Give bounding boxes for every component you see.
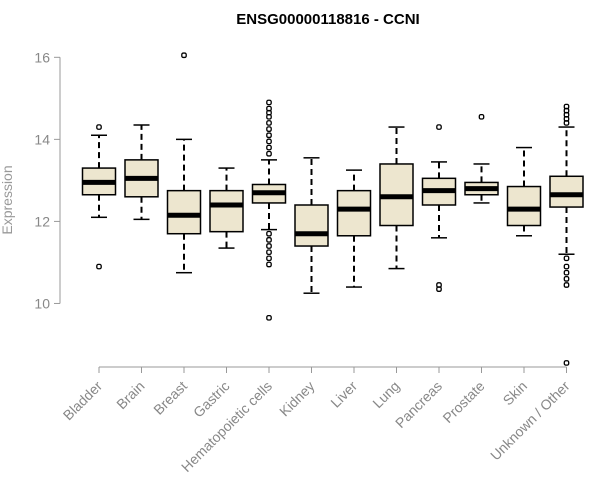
box xyxy=(294,204,329,247)
y-axis-label: Expression xyxy=(0,165,15,234)
box-group xyxy=(506,146,542,237)
box xyxy=(549,175,584,208)
outlier-point xyxy=(563,275,570,282)
x-tick-label: Liver xyxy=(327,378,360,411)
x-tick-label: Lung xyxy=(369,378,402,411)
x-tick-label: Prostate xyxy=(439,378,487,426)
y-tick-label: 12 xyxy=(34,213,50,229)
x-tick-label: Breast xyxy=(150,378,190,418)
box-group xyxy=(81,124,117,270)
box-group xyxy=(421,124,457,292)
outlier-point xyxy=(478,113,485,120)
outlier-point xyxy=(563,360,570,366)
box-group xyxy=(336,169,372,288)
outlier-point xyxy=(266,132,272,139)
outlier-point xyxy=(266,150,272,157)
box-group xyxy=(124,124,159,221)
outlier-point xyxy=(436,124,442,130)
box-group xyxy=(464,113,499,204)
box-group xyxy=(166,52,202,274)
box-group xyxy=(549,103,584,366)
outlier-point xyxy=(96,263,102,270)
outlier-point xyxy=(96,124,102,130)
box xyxy=(209,189,244,233)
outlier-point xyxy=(266,99,272,106)
outlier-point xyxy=(266,237,272,243)
box xyxy=(166,189,202,235)
plot-area xyxy=(81,52,584,366)
x-tick-label: Bladder xyxy=(60,378,106,424)
outlier-point xyxy=(266,138,272,145)
outlier-point xyxy=(266,249,272,256)
x-tick-label: Pancreas xyxy=(392,378,445,431)
outlier-point xyxy=(266,144,272,151)
outlier-point xyxy=(563,269,570,276)
outlier-point xyxy=(266,314,272,321)
box-group xyxy=(251,99,287,321)
x-tick-label: Kidney xyxy=(276,378,318,420)
x-tick-label: Brain xyxy=(113,378,147,412)
outlier-point xyxy=(266,126,272,132)
outlier-point xyxy=(266,120,272,126)
outlier-point xyxy=(563,120,570,126)
outlier-point xyxy=(266,113,272,120)
x-tick-label: Unknown / Other xyxy=(487,378,573,464)
chart-title: ENSG00000118816 - CCNI xyxy=(236,11,419,28)
outlier-point xyxy=(563,263,570,270)
outlier-point xyxy=(266,230,272,237)
box-group xyxy=(379,126,414,270)
box xyxy=(506,185,542,227)
axes: 10 12 14 16 xyxy=(34,49,567,373)
box xyxy=(336,189,372,237)
box-group xyxy=(209,167,244,249)
outlier-point xyxy=(266,243,272,249)
outlier-point xyxy=(266,255,272,262)
outlier-point xyxy=(563,282,570,288)
outlier-point xyxy=(563,255,570,262)
outlier-point xyxy=(181,52,187,59)
outlier-point xyxy=(436,286,442,292)
box-group xyxy=(294,157,329,294)
y-tick-label: 10 xyxy=(34,295,50,311)
x-tick-label: Skin xyxy=(500,378,531,409)
y-tick-label: 14 xyxy=(34,131,50,147)
y-tick-label: 16 xyxy=(34,49,50,65)
outlier-point xyxy=(266,261,272,268)
